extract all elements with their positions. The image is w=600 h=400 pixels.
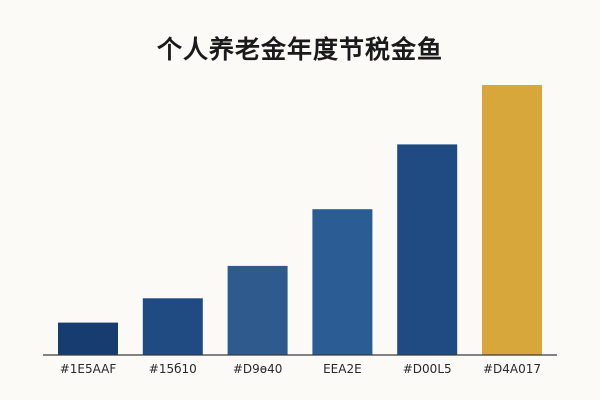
bars-group — [58, 85, 542, 355]
chart-title: 个人养老金年度节税金鱼 — [156, 35, 443, 64]
x-tick-label-3: #D9ɵ40 — [233, 362, 283, 376]
x-tick-label-5: #D00L5 — [403, 362, 452, 376]
x-tick-label-2: #15б10 — [149, 362, 197, 376]
bar-4 — [312, 209, 373, 355]
bar-5 — [397, 144, 458, 355]
bar-1 — [58, 322, 118, 355]
x-tick-label-4: EEA2E — [323, 362, 362, 376]
bar-3 — [227, 265, 288, 355]
x-tick-label-1: #1E5AAF — [60, 362, 117, 376]
bar-6 — [482, 85, 542, 355]
x-tick-label-6: #D4A017 — [483, 362, 541, 376]
x-tick-labels: #1E5AAF #15б10 #D9ɵ40 EEA2E #D00L5 #D4A017 — [60, 362, 541, 376]
bar-2 — [142, 298, 203, 355]
